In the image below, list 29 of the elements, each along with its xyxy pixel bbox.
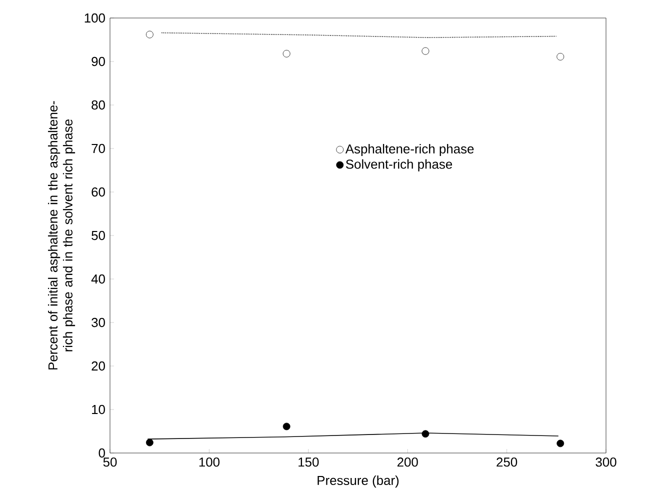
x-tick-label: 150 [298,458,319,467]
y-tick-label: 20 [92,361,105,371]
y-tick-label: 30 [92,318,105,328]
x-tick-label: 50 [103,458,117,467]
y-axis-title: Percent of initial asphaltene in the asphaltene-rich phase and in the solvent rich phase [48,101,76,370]
y-tick-label: 50 [92,230,105,240]
x-tick-label: 250 [496,458,518,467]
point [422,430,430,438]
point [282,50,290,58]
y-tick-label: 80 [92,100,105,110]
legend-label: Asphaltene-rich phase [345,144,474,156]
x-tick-label: 200 [397,458,418,467]
point [422,47,430,55]
y-tick-label: 90 [92,56,105,66]
x-tick-label: 300 [596,458,616,467]
point [556,53,564,60]
point [556,440,564,448]
y-tick-label: 10 [92,404,105,414]
point [146,438,154,446]
y-tick-label: 60 [92,187,105,197]
x-tick-label: 100 [199,458,220,467]
y-tick-label: 0 [98,448,105,458]
legend-label: Solvent-rich phase [346,159,452,172]
y-tick-label: 70 [92,144,105,154]
x-axis-title: Pressure (bar) [318,476,399,488]
y-tick-label: 100 [84,13,105,23]
point [146,30,154,38]
y-tick-label: 40 [91,274,105,284]
point [282,422,290,430]
